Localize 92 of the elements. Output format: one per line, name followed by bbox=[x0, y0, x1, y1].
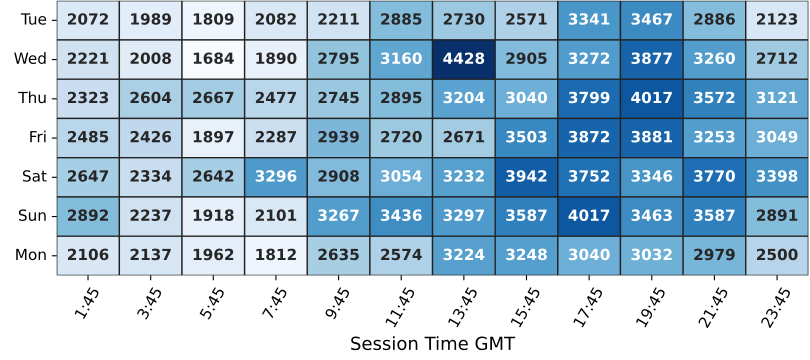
data-label: 2287 bbox=[256, 130, 296, 142]
data-label: 2895 bbox=[381, 92, 422, 104]
data-label: 2885 bbox=[381, 13, 422, 25]
data-label: 3572 bbox=[694, 92, 734, 104]
data-label: 3160 bbox=[380, 52, 422, 64]
data-label: 2237 bbox=[130, 209, 171, 221]
data-label: 2123 bbox=[757, 13, 798, 25]
data-label: 2667 bbox=[193, 92, 234, 104]
data-label: 3587 bbox=[694, 209, 734, 221]
data-label: 2477 bbox=[256, 92, 296, 104]
data-label: 3267 bbox=[318, 209, 359, 221]
data-label: 2635 bbox=[318, 248, 359, 260]
data-label: 3260 bbox=[694, 52, 735, 64]
data-label: 3942 bbox=[506, 170, 546, 182]
x-axis-title: Session Time GMT bbox=[351, 336, 516, 350]
data-label: 3248 bbox=[506, 248, 547, 260]
data-label: 3040 bbox=[568, 248, 610, 260]
y-tick-label: Mon bbox=[16, 248, 46, 260]
data-label: 2604 bbox=[130, 92, 172, 104]
data-label: 2720 bbox=[381, 130, 422, 142]
data-label: 3049 bbox=[756, 130, 798, 142]
data-label: 2485 bbox=[68, 130, 108, 142]
data-label: 2730 bbox=[444, 13, 484, 25]
data-label: 2642 bbox=[193, 170, 234, 182]
data-label: 2905 bbox=[506, 52, 547, 64]
data-label: 3253 bbox=[694, 130, 734, 142]
data-label: 1897 bbox=[194, 130, 234, 142]
y-tick-label: Wed bbox=[14, 52, 46, 64]
data-label: 4017 bbox=[568, 209, 610, 221]
data-label: 3032 bbox=[632, 248, 672, 260]
data-label: 2500 bbox=[757, 248, 798, 260]
data-label: 3297 bbox=[444, 209, 484, 221]
data-label: 1962 bbox=[194, 248, 234, 260]
data-label: 2908 bbox=[318, 170, 359, 182]
data-label: 3054 bbox=[380, 170, 422, 182]
data-label: 3467 bbox=[632, 13, 672, 25]
data-label: 2211 bbox=[318, 13, 359, 25]
data-label: 3341 bbox=[568, 13, 610, 25]
data-label: 1809 bbox=[194, 13, 234, 25]
data-label: 3503 bbox=[506, 130, 547, 142]
data-label: 2886 bbox=[694, 13, 735, 25]
data-label: 2712 bbox=[757, 52, 797, 64]
data-label: 3296 bbox=[256, 170, 296, 182]
y-tick-label: Sun bbox=[18, 209, 46, 221]
data-label: 2334 bbox=[130, 170, 172, 182]
data-label: 4017 bbox=[631, 92, 672, 104]
data-label: 2106 bbox=[68, 248, 108, 260]
data-label: 3121 bbox=[756, 92, 798, 104]
y-tick-label: Thu bbox=[18, 91, 46, 104]
data-label: 3436 bbox=[380, 209, 422, 221]
data-label: 2745 bbox=[318, 92, 359, 104]
data-label: 2671 bbox=[444, 130, 484, 142]
data-label: 1989 bbox=[131, 13, 171, 25]
data-label: 2323 bbox=[68, 92, 108, 104]
data-label: 2795 bbox=[318, 52, 359, 64]
data-label: 3398 bbox=[756, 170, 798, 182]
data-label: 3770 bbox=[694, 170, 735, 182]
data-label: 2571 bbox=[506, 13, 547, 25]
data-label: 2647 bbox=[68, 170, 108, 182]
data-label: 2008 bbox=[130, 52, 171, 64]
data-label: 2892 bbox=[68, 209, 108, 221]
data-label: 3232 bbox=[444, 170, 484, 182]
data-label: 2574 bbox=[381, 248, 422, 260]
data-label: 2979 bbox=[694, 248, 735, 260]
data-label: 3224 bbox=[444, 248, 484, 260]
data-label: 3799 bbox=[568, 92, 610, 104]
data-label: 2426 bbox=[130, 130, 172, 142]
y-tick-label: Tue bbox=[20, 13, 46, 25]
data-label: 3877 bbox=[632, 52, 672, 64]
data-label: 3204 bbox=[444, 92, 484, 104]
data-label: 3587 bbox=[506, 209, 547, 221]
data-label: 3872 bbox=[568, 130, 610, 142]
data-label: 3881 bbox=[632, 130, 672, 142]
data-label: 1684 bbox=[194, 52, 234, 64]
data-label: 1918 bbox=[194, 209, 234, 221]
data-label: 4428 bbox=[443, 52, 484, 64]
data-label: 1812 bbox=[256, 248, 296, 260]
data-label: 3346 bbox=[632, 170, 672, 182]
y-tick-label: Fri bbox=[30, 130, 46, 142]
data-label: 3040 bbox=[506, 92, 548, 104]
data-label: 2072 bbox=[68, 13, 108, 25]
data-label: 2082 bbox=[256, 13, 296, 25]
data-label: 3463 bbox=[632, 209, 672, 221]
data-label: 2939 bbox=[318, 130, 359, 142]
data-label: 2891 bbox=[757, 209, 798, 221]
data-label: 2101 bbox=[256, 209, 296, 221]
y-tick-label: Sat bbox=[22, 170, 47, 182]
data-label: 1890 bbox=[256, 52, 296, 64]
data-label: 3272 bbox=[568, 52, 610, 64]
data-label: 3752 bbox=[568, 170, 610, 182]
data-label: 2137 bbox=[130, 248, 171, 260]
data-label: 2221 bbox=[68, 52, 108, 64]
